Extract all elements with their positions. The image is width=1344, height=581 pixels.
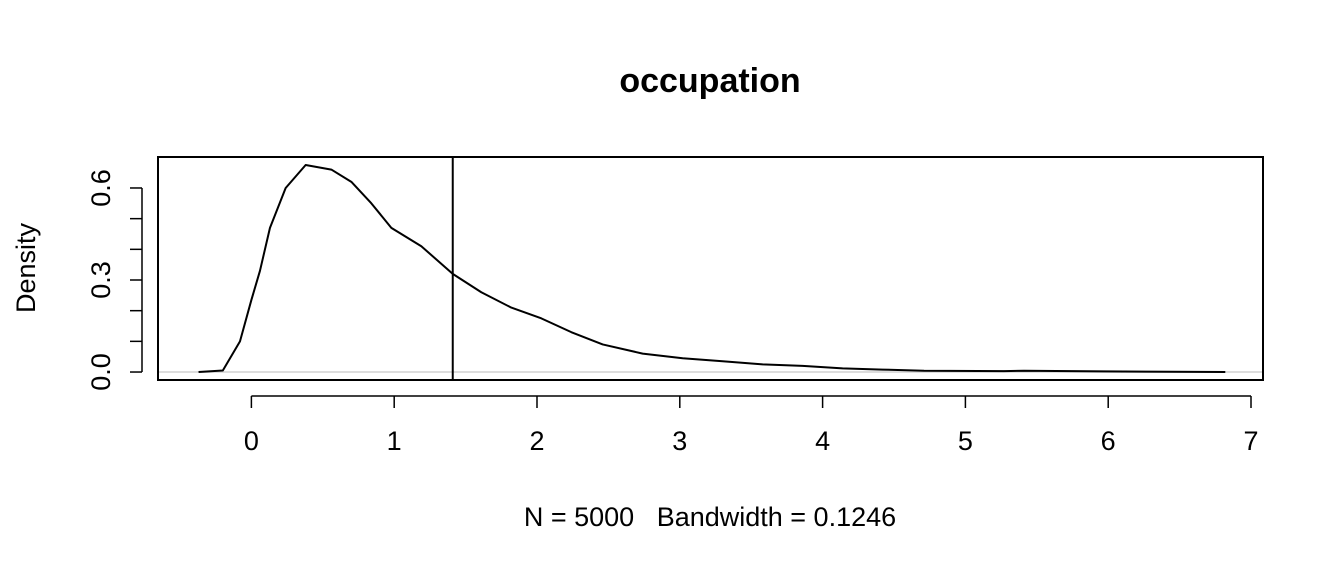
x-tick-label: 5 [958,426,973,456]
chart-title: occupation [619,62,800,100]
x-tick-label: 0 [244,426,259,456]
x-tick-label: 7 [1243,426,1258,456]
x-tick-label: 2 [529,426,544,456]
y-axis-label: Density [11,222,41,313]
y-tick-label: 0.0 [86,353,116,391]
y-tick-label: 0.3 [86,261,116,299]
x-tick-label: 6 [1101,426,1116,456]
density-line [198,163,1226,374]
x-tick-label: 3 [672,426,687,456]
x-tick-label: 4 [815,426,830,456]
x-tick-label: 1 [387,426,402,456]
x-axis-label: N = 5000 Bandwidth = 0.1246 [524,502,896,532]
plot-frame [157,156,1264,381]
y-tick-label: 0.6 [86,169,116,207]
